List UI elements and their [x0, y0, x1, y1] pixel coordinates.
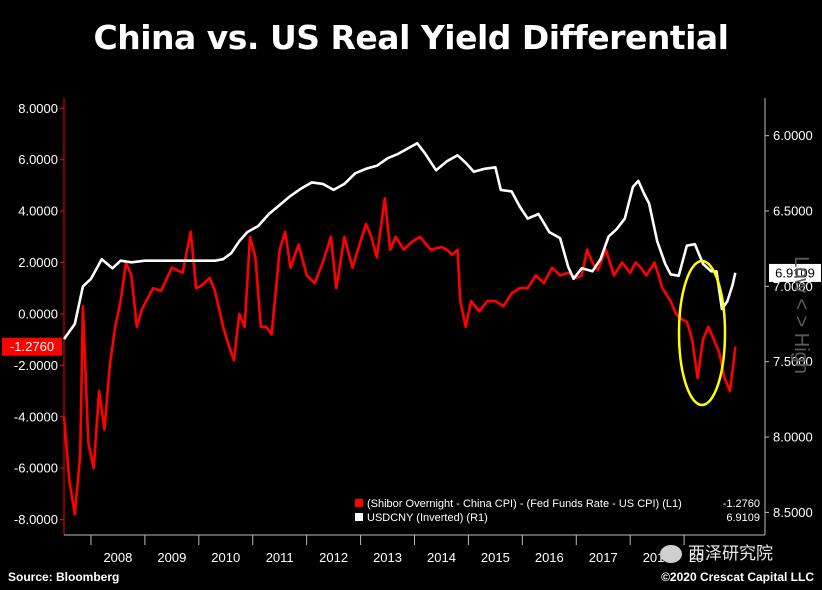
- x-tick-label: 2011: [266, 550, 294, 565]
- x-tick-label: 2013: [373, 550, 402, 565]
- right-tick-label: 7.0000: [773, 279, 813, 294]
- left-last-value-label: -1.2760: [10, 339, 54, 354]
- legend-series-value: 6.9109: [726, 512, 760, 524]
- right-last-value-label: 6.9109: [775, 265, 815, 280]
- left-tick-label: 4.0000: [18, 204, 58, 219]
- real-yield-differential-line: [62, 197, 737, 516]
- highlight-ellipse: [677, 259, 727, 407]
- left-last-value-box: [2, 337, 62, 356]
- x-tick-label: 2008: [103, 550, 132, 565]
- wechat-icon: [660, 545, 682, 563]
- source-note: Source: Bloomberg: [8, 570, 120, 584]
- x-tick-label: 20: [689, 550, 703, 565]
- legend-swatch: [355, 513, 363, 521]
- x-tick-label: 2010: [211, 550, 240, 565]
- right-axis-side-label: Low < > High: [790, 256, 812, 374]
- right-tick-label: 6.0000: [773, 128, 813, 143]
- right-last-value-box: [769, 263, 821, 282]
- right-tick-label: 6.5000: [773, 204, 813, 219]
- right-tick-label: 8.0000: [773, 430, 813, 445]
- legend-series-value: -1.2760: [723, 498, 760, 510]
- left-tick-label: 0.0000: [18, 306, 58, 321]
- legend-swatch: [355, 499, 363, 507]
- left-tick-label: 6.0000: [18, 152, 58, 167]
- watermark: 西泽研究院: [660, 539, 773, 564]
- left-tick-label: -6.0000: [14, 461, 58, 476]
- x-tick-label: 2014: [427, 550, 456, 565]
- x-tick-label: 2015: [481, 550, 510, 565]
- right-tick-label: 7.5000: [773, 354, 813, 369]
- watermark-text: 西泽研究院: [688, 544, 773, 564]
- usdcny-inverted-line: [62, 141, 737, 340]
- copyright-note: ©2020 Crescat Capital LLC: [661, 570, 814, 584]
- legend-series-name: USDCNY (Inverted) (R1): [367, 512, 488, 524]
- left-tick-label: 2.0000: [18, 255, 58, 270]
- legend-box: [352, 494, 762, 526]
- left-tick-label: 8.0000: [18, 101, 58, 116]
- x-tick-label: 2016: [535, 550, 564, 565]
- legend-series-name: (Shibor Overnight - China CPI) - (Fed Fu…: [367, 498, 682, 510]
- x-tick-label: 2012: [319, 550, 348, 565]
- x-tick-label: 2017: [589, 550, 618, 565]
- x-tick-label: 2009: [157, 550, 186, 565]
- right-tick-label: 8.5000: [773, 505, 813, 520]
- left-tick-label: -2.0000: [14, 358, 58, 373]
- left-tick-label: -8.0000: [14, 512, 58, 527]
- left-tick-label: -4.0000: [14, 409, 58, 424]
- chart-title: China vs. US Real Yield Differential: [93, 18, 730, 57]
